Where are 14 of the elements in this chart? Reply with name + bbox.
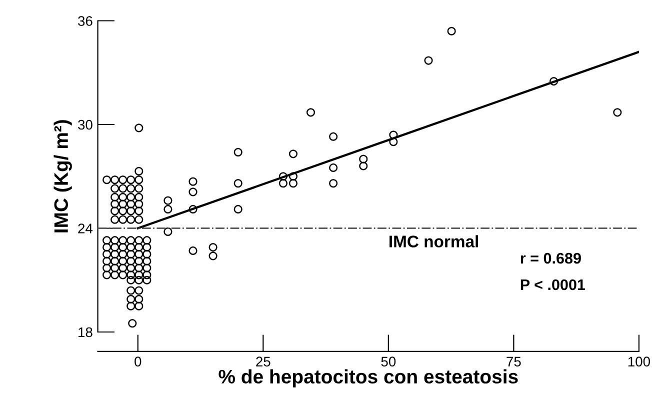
y-tick-label: 18: [78, 327, 92, 338]
y-tick-label: 30: [78, 120, 92, 130]
x-tick-label: 75: [506, 356, 521, 367]
x-tick-label: 50: [381, 356, 396, 367]
y-tick-label: 36: [78, 16, 92, 26]
x-tick-label: 100: [628, 356, 650, 367]
x-axis-title: % de hepatocitos con esteatosis: [218, 369, 518, 388]
annotation: P < .0001: [520, 279, 586, 290]
x-tick-label: 0: [134, 356, 142, 367]
y-tick-label: 24: [78, 224, 93, 234]
annotation: r = 0.689: [520, 252, 581, 264]
x-tick-label: 25: [256, 356, 270, 367]
y-axis-title: IMC (Kg/ m²): [54, 120, 72, 232]
ref-line-label: IMC normal: [390, 235, 478, 248]
